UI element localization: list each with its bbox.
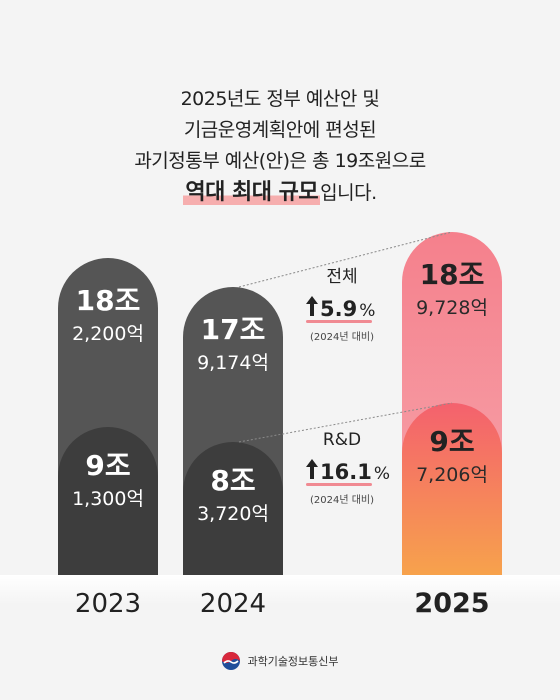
arrow-up-icon (306, 296, 318, 316)
rnd-label-jo-2024: 8조 (210, 464, 255, 497)
ministry-name: 과학기술정보통신부 (247, 655, 339, 668)
growth-note-rnd: (2024년 대비) (310, 494, 374, 506)
year-label-2025: 2025 (414, 588, 489, 619)
rnd-label-jo-2025: 9조 (429, 425, 474, 458)
total-label-eok-2025: 9,728억 (416, 297, 488, 319)
growth-underline-total (306, 320, 372, 323)
government-emblem-icon (222, 652, 241, 670)
total-label-eok-2023: 2,200억 (72, 323, 144, 345)
growth-title-rnd: R&D (323, 430, 361, 450)
chart-floor (0, 575, 560, 605)
headline-emphasis: 역대 최대 규모 (183, 180, 321, 205)
total-label-jo-2023: 18조 (76, 284, 141, 317)
growth-note-total: (2024년 대비) (310, 331, 374, 343)
bar-rnd-2023 (58, 427, 158, 575)
rnd-label-eok-2025: 7,206억 (416, 464, 488, 486)
total-label-jo-2024: 17조 (201, 313, 266, 346)
total-label-jo-2025: 18조 (420, 258, 485, 291)
growth-underline-rnd (306, 483, 372, 486)
growth-value-total: 5.9 (320, 297, 357, 321)
arrow-up-icon (306, 459, 318, 479)
bar-rnd-2025 (402, 403, 502, 575)
growth-value-rnd: 16.1 (320, 460, 372, 484)
rnd-label-eok-2023: 1,300억 (72, 488, 144, 510)
connector-rnd (238, 402, 453, 443)
headline-line-4: 역대 최대 규모 입니다. (0, 177, 560, 209)
footer: 과학기술정보통신부 (0, 651, 560, 671)
headline-line-2: 기금운영계획안에 편성된 (183, 119, 377, 141)
rnd-label-jo-2023: 9조 (85, 449, 130, 482)
growth-title-total: 전체 (326, 267, 357, 287)
headline-suffix: 입니다. (320, 182, 377, 204)
headline: 2025년도 정부 예산안 및 기금운영계획안에 편성된 과기정통부 예산(안)… (0, 84, 560, 209)
bar-rnd-2024 (183, 442, 283, 575)
total-label-eok-2024: 9,174억 (197, 352, 269, 374)
rnd-label-eok-2024: 3,720억 (197, 503, 269, 525)
year-label-2023: 2023 (75, 589, 141, 619)
headline-line-1: 2025년도 정부 예산안 및 (180, 88, 380, 110)
headline-line-3: 과기정통부 예산(안)은 총 19조원으로 (134, 150, 426, 172)
year-label-2024: 2024 (200, 589, 266, 619)
growth-unit-total: % (359, 301, 375, 321)
connector-total (238, 231, 453, 288)
growth-unit-rnd: % (374, 464, 390, 484)
